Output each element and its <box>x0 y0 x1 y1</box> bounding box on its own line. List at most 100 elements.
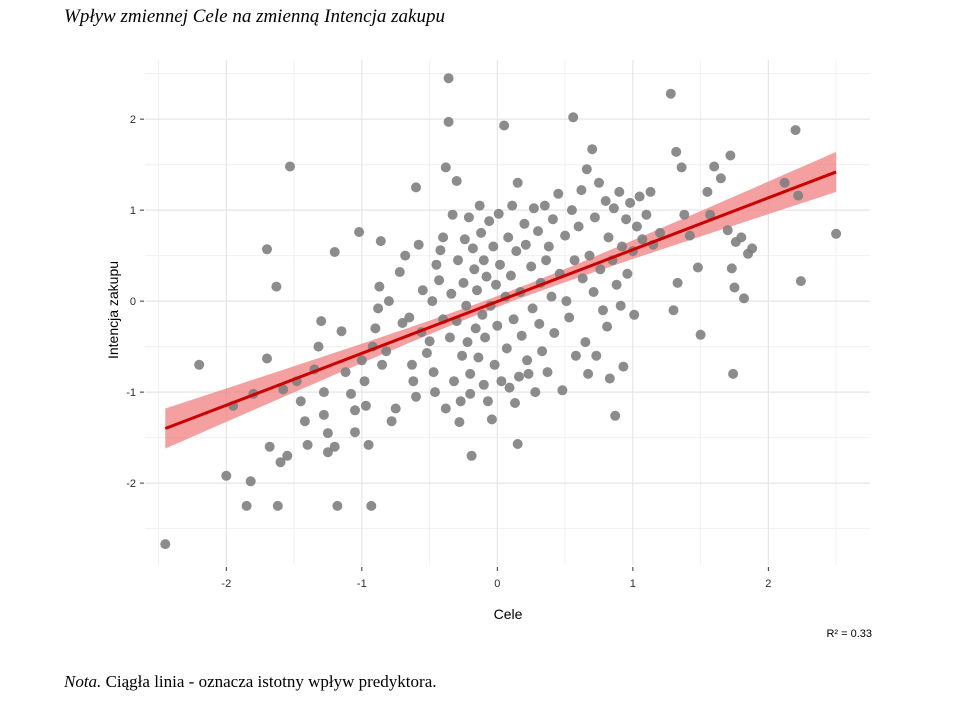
data-point <box>631 221 642 232</box>
data-point <box>272 500 283 511</box>
data-point <box>577 273 588 284</box>
data-point <box>435 245 446 256</box>
data-point <box>514 371 524 382</box>
data-point <box>625 197 636 208</box>
data-point <box>692 262 703 273</box>
data-point <box>519 218 530 229</box>
data-point <box>473 352 484 363</box>
data-point <box>553 188 564 199</box>
data-point <box>655 227 665 238</box>
regression-line-layer <box>164 170 837 430</box>
data-point <box>285 161 295 172</box>
data-point <box>481 271 492 282</box>
data-point <box>478 255 489 266</box>
data-point <box>486 414 497 425</box>
data-point <box>474 200 485 211</box>
x-axis-label: Cele <box>494 606 523 622</box>
data-point <box>527 303 538 314</box>
y-tick-labels: -2 -1 0 1 2 <box>126 114 144 490</box>
data-point <box>547 214 558 225</box>
data-point <box>408 376 419 387</box>
x-tick-label: 1 <box>630 578 636 590</box>
data-point <box>672 277 683 288</box>
data-point <box>449 376 459 387</box>
data-point <box>608 203 619 214</box>
data-point <box>583 368 594 379</box>
data-point <box>383 296 394 307</box>
data-point <box>557 385 568 396</box>
data-point <box>373 303 384 314</box>
data-point <box>621 214 632 225</box>
data-point <box>569 255 580 266</box>
data-point <box>374 281 385 292</box>
data-point <box>404 312 415 323</box>
y-tick-label: 1 <box>130 205 136 217</box>
data-point <box>478 379 489 390</box>
data-point <box>282 450 293 461</box>
data-point <box>488 241 499 252</box>
data-point <box>541 255 552 266</box>
data-point <box>262 353 272 364</box>
data-point <box>457 350 468 361</box>
data-point <box>511 246 522 257</box>
data-point <box>526 261 537 272</box>
data-point <box>603 232 614 243</box>
data-point <box>350 427 360 438</box>
data-point <box>316 316 327 327</box>
data-point <box>491 279 501 290</box>
data-point <box>725 150 736 161</box>
data-point <box>543 241 554 252</box>
data-point <box>413 239 424 250</box>
data-point <box>459 234 470 245</box>
note-text: Ciągła linia - oznacza istotny wpływ pre… <box>105 672 437 691</box>
data-point <box>480 332 491 343</box>
data-point <box>446 288 457 299</box>
data-point <box>549 328 560 338</box>
data-point <box>458 277 469 288</box>
data-point <box>397 318 408 328</box>
data-point <box>747 243 758 254</box>
data-point <box>695 329 706 340</box>
data-point <box>424 336 435 347</box>
data-point <box>614 186 625 197</box>
r-squared-label: R² = 0.33 <box>826 628 872 640</box>
data-point <box>584 250 595 261</box>
data-point <box>427 296 438 307</box>
data-point <box>336 326 347 337</box>
data-point <box>581 164 592 175</box>
data-point <box>469 264 480 275</box>
data-point <box>537 346 548 357</box>
data-point <box>302 439 313 450</box>
data-point <box>381 346 392 357</box>
data-point <box>461 300 472 311</box>
note-label: Nota. <box>64 672 102 691</box>
data-point <box>332 500 343 511</box>
data-point <box>271 281 282 292</box>
data-point <box>618 361 629 372</box>
data-point <box>534 318 545 329</box>
data-point <box>615 300 626 311</box>
data-point <box>709 161 720 172</box>
data-point <box>641 209 652 220</box>
data-point <box>530 387 541 398</box>
data-point <box>340 367 351 378</box>
data-point <box>430 387 440 398</box>
data-point <box>546 291 557 302</box>
data-point <box>377 359 388 370</box>
data-point <box>736 232 747 243</box>
data-point <box>346 388 356 399</box>
data-point <box>421 348 432 358</box>
data-point <box>722 225 733 236</box>
data-point <box>492 320 503 331</box>
points-layer <box>160 73 842 550</box>
data-point <box>637 234 648 245</box>
data-point <box>522 355 533 366</box>
data-point <box>495 259 505 270</box>
data-point <box>493 208 504 219</box>
data-point <box>600 196 611 206</box>
data-point <box>438 232 449 243</box>
data-point <box>386 416 397 427</box>
data-point <box>428 367 439 378</box>
data-point <box>560 230 571 241</box>
